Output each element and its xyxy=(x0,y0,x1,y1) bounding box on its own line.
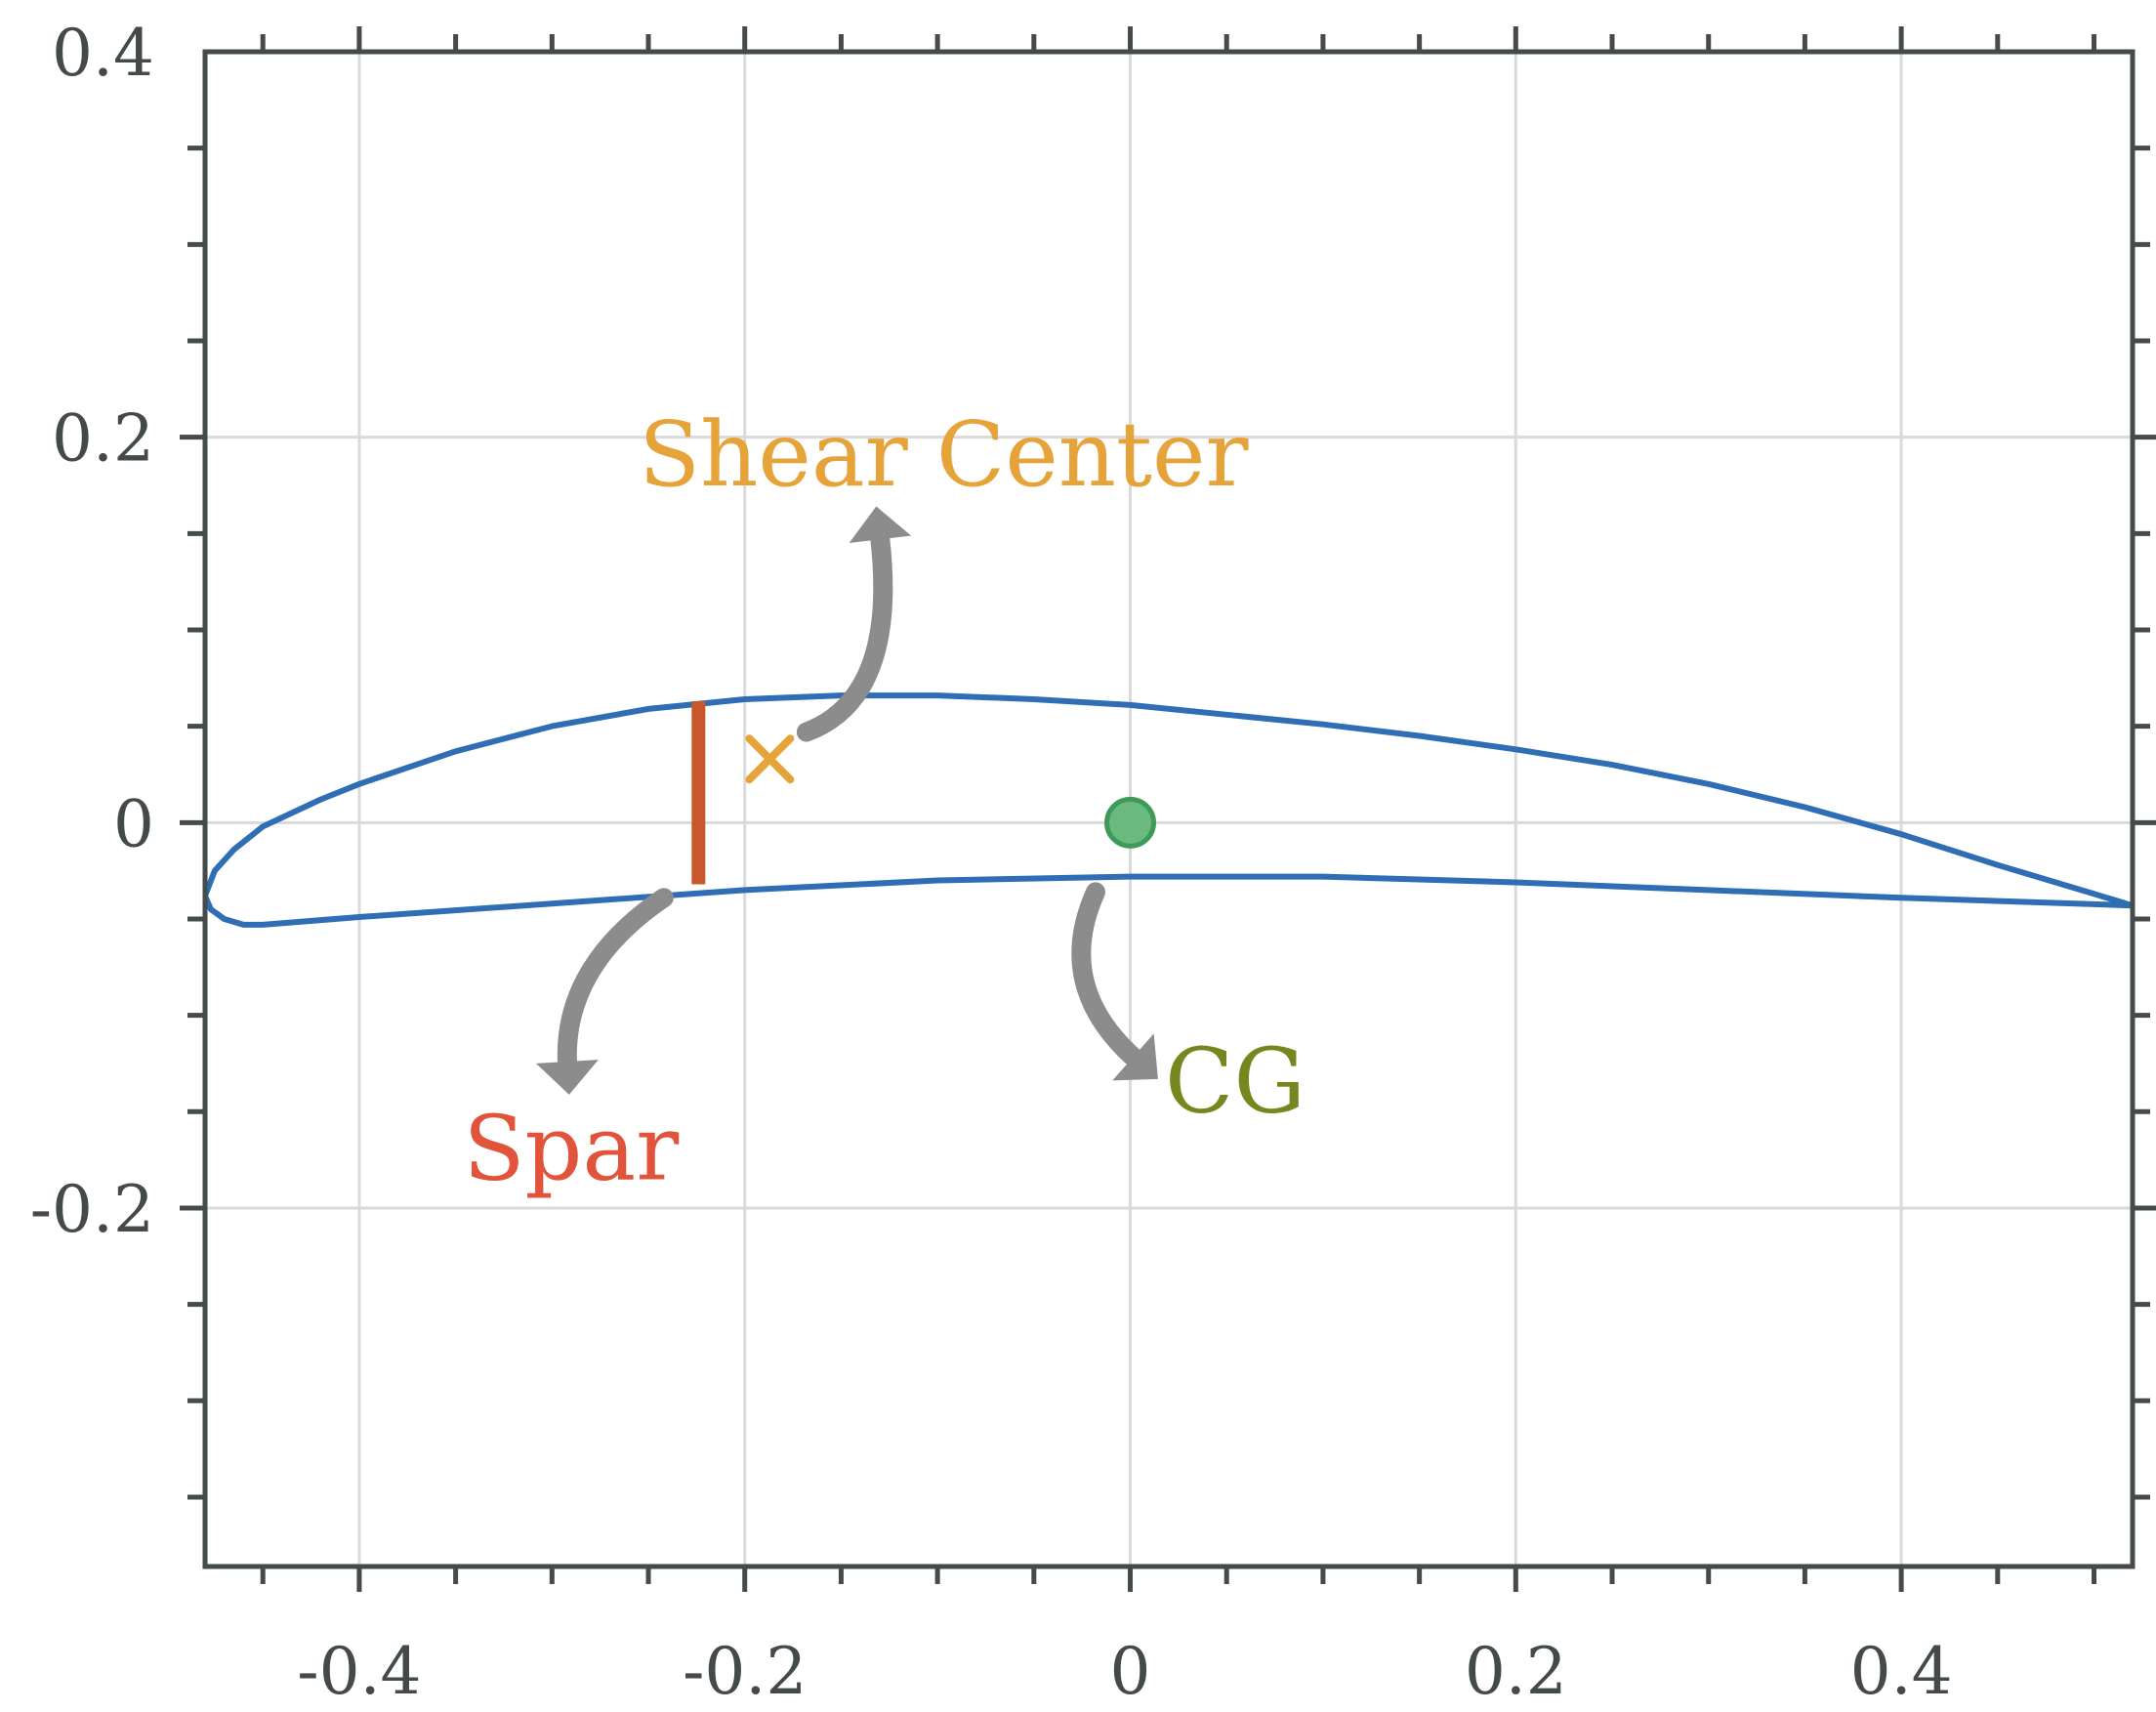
spar-label: Spar xyxy=(464,1096,680,1200)
plot-frame xyxy=(202,49,2135,1569)
cg-arrow-head xyxy=(1112,1033,1158,1081)
y-tick-label: 0.4 xyxy=(52,16,154,91)
shear-center-marker xyxy=(745,734,795,784)
spar-arrow-head xyxy=(535,1060,599,1095)
shear-center-arrow xyxy=(796,525,893,742)
y-tick-label: 0.2 xyxy=(52,401,154,477)
shear-center-arrow-head xyxy=(849,506,912,544)
x-tick-label: 0.4 xyxy=(1850,1634,1953,1709)
x-tick-label: -0.2 xyxy=(683,1634,807,1709)
annotation-labels: Shear Center Spar CG xyxy=(464,402,1306,1200)
annotation-arrows xyxy=(535,506,1158,1095)
x-tick-label: 0 xyxy=(1110,1634,1151,1709)
cg-arrow xyxy=(1071,882,1146,1070)
airfoil-outline xyxy=(205,692,2133,928)
tick-labels: -0.4 -0.2 0 0.2 0.4 0.4 0.2 0 -0.2 xyxy=(30,16,1953,1709)
axes-frame xyxy=(180,26,2156,1592)
shear-center-label: Shear Center xyxy=(639,402,1248,507)
spar-arrow xyxy=(557,888,674,1075)
x-tick-label: -0.4 xyxy=(297,1634,421,1709)
y-tick-label: 0 xyxy=(113,786,154,861)
cg-label: CG xyxy=(1165,1028,1306,1133)
cg-marker xyxy=(1104,796,1157,849)
x-tick-label: 0.2 xyxy=(1465,1634,1567,1709)
grid-lines xyxy=(205,50,2133,1566)
y-tick-label: -0.2 xyxy=(30,1172,154,1247)
plot-content xyxy=(205,692,2133,928)
